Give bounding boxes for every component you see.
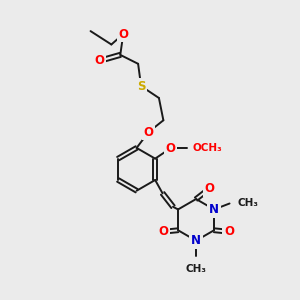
Text: CH₃: CH₃ xyxy=(186,263,207,274)
Text: S: S xyxy=(137,80,145,93)
Text: OCH₃: OCH₃ xyxy=(193,143,223,153)
Text: O: O xyxy=(224,225,234,238)
Text: O: O xyxy=(143,126,154,139)
Text: O: O xyxy=(94,54,104,67)
Text: N: N xyxy=(191,234,201,247)
Text: O: O xyxy=(118,28,128,40)
Text: O: O xyxy=(204,182,214,195)
Text: O: O xyxy=(158,225,168,238)
Text: N: N xyxy=(209,203,219,216)
Text: O: O xyxy=(166,142,176,155)
Text: CH₃: CH₃ xyxy=(238,199,259,208)
